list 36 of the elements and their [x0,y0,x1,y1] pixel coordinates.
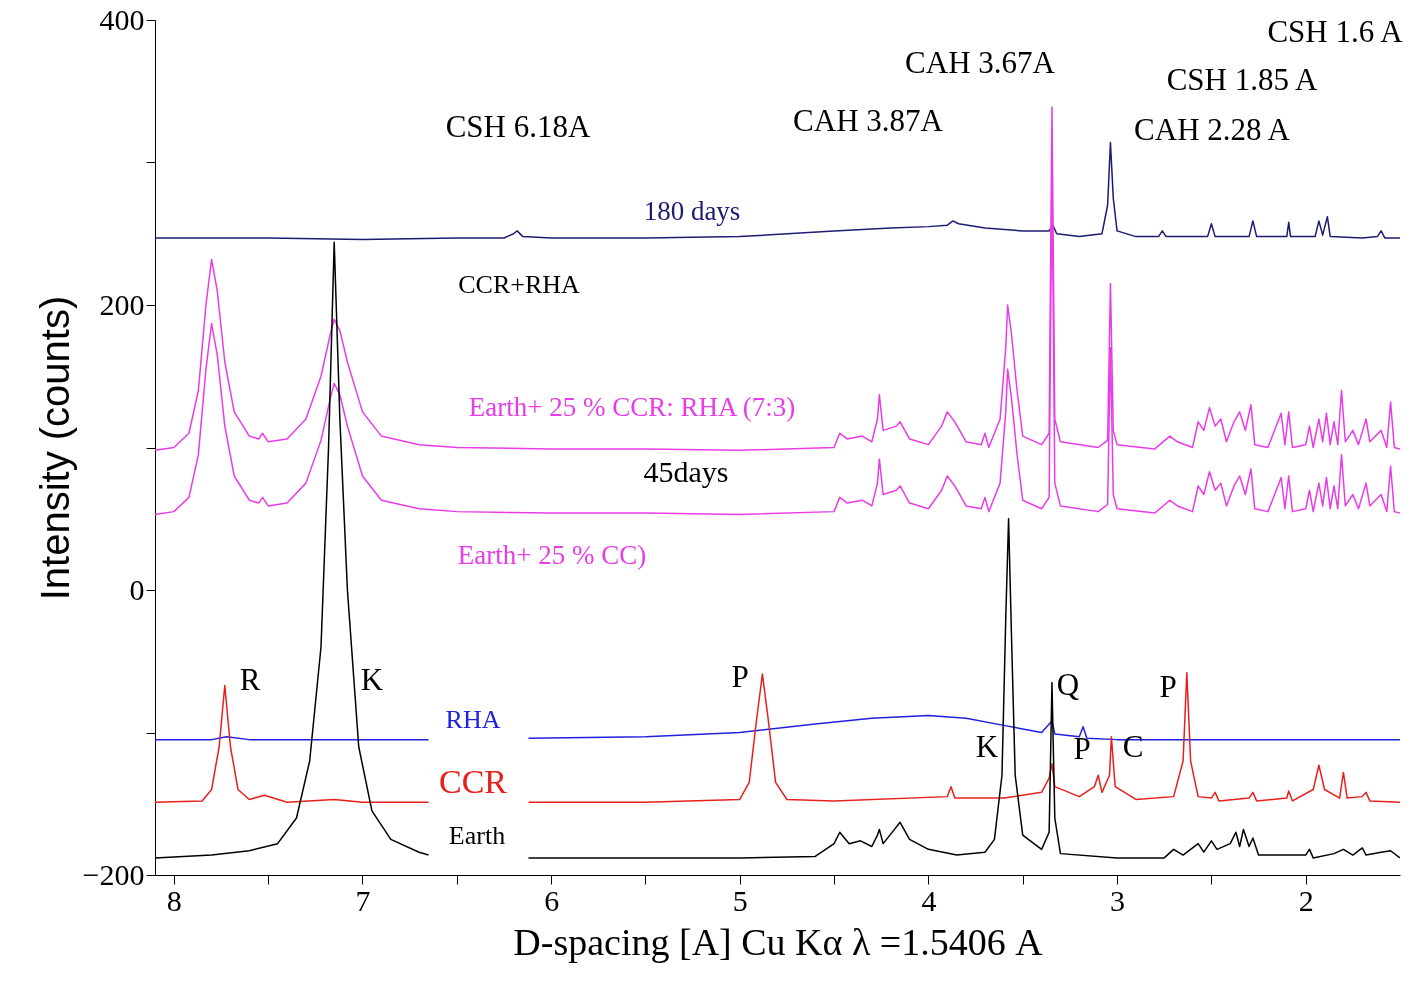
annotation: 45days [643,455,729,488]
annotation: CSH 6.18A [445,109,591,144]
x-tick-label: 5 [732,883,748,917]
annotation: CAH 3.87A [793,103,944,138]
annotation: P [731,659,749,694]
y-tick-label: −200 [82,857,145,891]
y-axis-title: Intensity (counts) [32,295,77,601]
annotation: Q [1056,667,1080,702]
series-label: CCR [438,763,508,800]
annotation: P [1073,731,1091,766]
annotation: K [975,729,999,764]
x-tick-label: 3 [1110,883,1126,917]
x-tick-label: 2 [1298,883,1314,917]
line-series [155,141,1400,241]
y-tick-label: 200 [99,287,145,321]
annotation: CSH 1.85 A [1166,62,1318,97]
series-label: Earth+ 25 % CCR: RHA (7:3) [468,392,796,422]
annotation: CCR+RHA [458,270,581,299]
annotation: CAH 2.28 A [1134,112,1291,147]
y-tick-label: 400 [99,2,145,36]
y-tick-label: 0 [129,572,145,606]
x-tick-label: 4 [921,883,937,917]
annotation: CSH 1.6 A [1267,14,1404,49]
annotation: K [360,662,384,697]
annotation: R [239,662,261,697]
series-label: Earth+ 25 % CC) [457,540,647,570]
series-label: 180 days [643,196,741,226]
x-tick-label: 7 [355,883,371,917]
x-tick-label: 6 [544,883,560,917]
series-label: Earth [448,821,506,850]
x-tick-label: 8 [166,883,182,917]
series-label: RHA [445,705,501,734]
annotation: C [1122,729,1144,764]
x-axis-title: D-spacing [A] Cu Kα λ =1.5406 A [513,920,1044,963]
annotation: CAH 3.67A [905,45,1056,80]
annotation: P [1159,669,1177,704]
